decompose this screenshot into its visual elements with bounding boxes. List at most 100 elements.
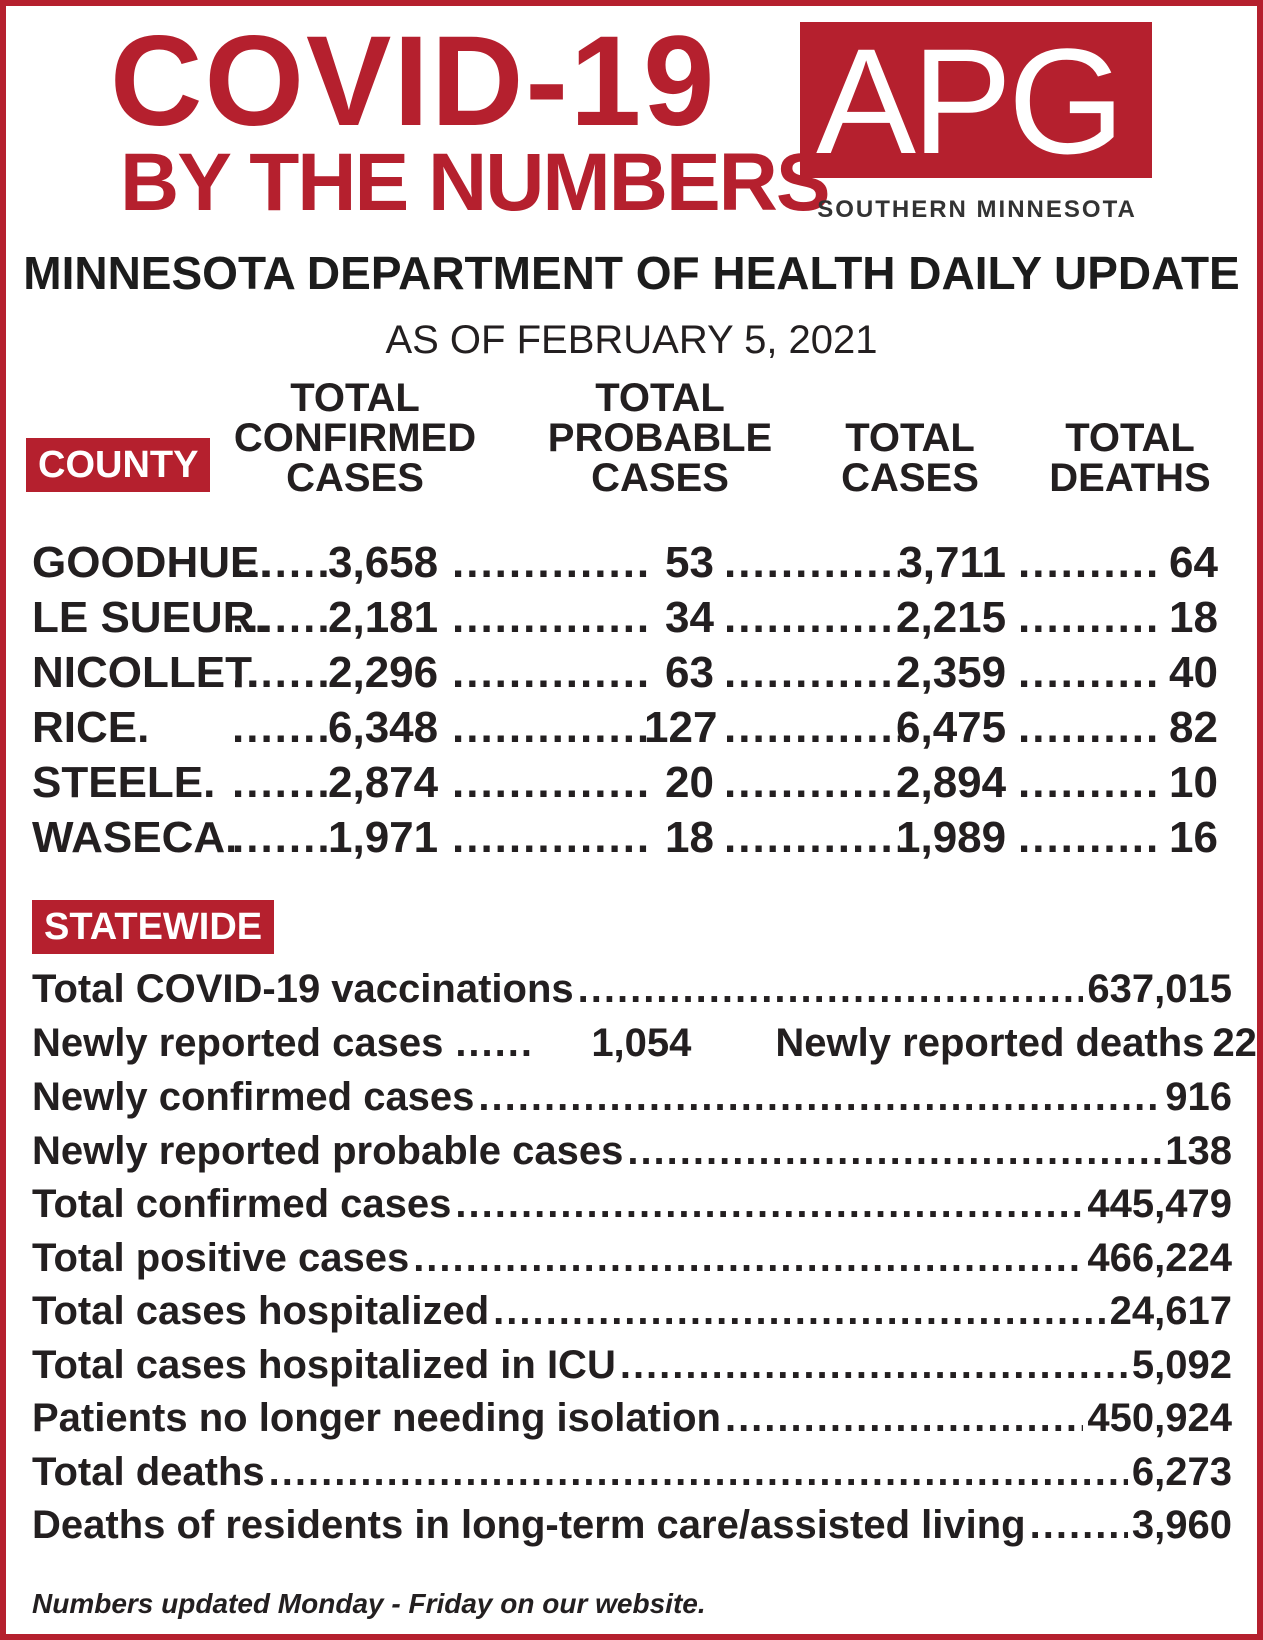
title-line-2: BY THE NUMBERS [120,137,831,228]
confirmed-cases: 2,181 [328,593,439,642]
probable-cases: 53 [665,538,714,587]
total-deaths: 64 [1169,538,1218,587]
header-line: CONFIRMED [233,416,477,460]
header-line: TOTAL [595,376,725,420]
leader-dots: .................... [452,758,648,807]
row-value: 6,273 [1131,1450,1232,1494]
row-value: 1,054 [591,1021,692,1065]
leader-dots: .................. [724,813,900,862]
row-label: Newly confirmed cases [32,1075,475,1119]
row-value: 138 [1165,1129,1232,1173]
header-line: CASES [286,456,424,500]
probable-cases: 127 [644,703,718,752]
leader-dots: ............... [1018,703,1162,752]
row-label: Newly reported probable cases [32,1129,624,1173]
leader-dots: .......... [232,648,332,697]
statewide-row: Total cases hospitalized................… [32,1284,1232,1339]
total-cases: 2,215 [896,593,1007,642]
leader-dots: ........................................… [619,1343,1128,1387]
header-total-confirmed-cases: TOTAL CONFIRMED CASES [230,378,480,498]
header-total-deaths: TOTAL DEATHS [1040,418,1220,498]
confirmed-cases: 3,658 [328,538,439,587]
row-label: Total cases hospitalized in ICU [32,1343,616,1387]
leader-dots: .......... [232,758,332,807]
probable-cases: 34 [665,593,714,642]
statewide-row: Total deaths............................… [32,1445,1232,1500]
leader-dots: .......... [232,538,332,587]
county-name: RICE. [32,703,150,752]
row-value: 3,960 [1131,1503,1232,1547]
row-label: Deaths of residents in long-term care/as… [32,1503,1026,1547]
leader-dots: ........................................… [478,1075,1161,1119]
total-deaths: 18 [1169,593,1218,642]
leader-dots: ........................................… [455,1182,1084,1226]
row-label: Total cases hospitalized [32,1289,490,1333]
row-label: Total confirmed cases [32,1182,452,1226]
total-cases: 1,989 [896,813,1007,862]
row-value: 24,617 [1109,1289,1232,1333]
row-value: 450,924 [1087,1396,1232,1440]
county-row: NICOLLET...........2,296................… [32,645,1218,701]
county-name: WASECA. [32,813,238,862]
county-badge: COUNTY [26,438,211,492]
statewide-row: Total positive cases....................… [32,1231,1232,1286]
statewide-row-vaccinations: Total COVID-19 vaccinations ............… [32,962,1232,1017]
header-total-cases: TOTAL CASES [820,418,1000,498]
leader-dots: ...... [455,1021,534,1065]
county-row: WASECA...........1,971..................… [32,810,1218,866]
leader-dots: ............... [1018,593,1162,642]
title-line-1: COVID-19 [110,10,717,153]
confirmed-cases: 2,874 [328,758,439,807]
total-cases: 2,894 [896,758,1007,807]
leader-dots: .......... [232,703,332,752]
county-row: STEELE...........2,874..................… [32,755,1218,811]
row-label: Patients no longer needing isolation [32,1396,721,1440]
row-label: Total COVID-19 vaccinations [32,967,574,1011]
probable-cases: 18 [665,813,714,862]
row-value: 466,224 [1087,1236,1232,1280]
statewide-row: Patients no longer needing isolation....… [32,1391,1232,1446]
confirmed-cases: 6,348 [328,703,439,752]
apg-logo-text: APG [816,17,1125,185]
leader-dots: .................. [724,758,900,807]
leader-dots: .................. [724,703,900,752]
leader-dots: ............... [1018,813,1162,862]
probable-cases: 20 [665,758,714,807]
header-line: PROBABLE [547,416,773,460]
row-value: 637,015 [1087,967,1232,1011]
row-value: 22 [1212,1021,1257,1065]
as-of-date: AS OF FEBRUARY 5, 2021 [385,318,878,362]
leader-dots: ........................................… [577,967,1084,1011]
statewide-row-newly-reported: Newly reported cases ...... 1,054 Newly … [32,1016,1257,1071]
total-cases: 2,359 [896,648,1007,697]
total-deaths: 10 [1169,758,1218,807]
leader-dots: .......... [232,593,332,642]
statewide-row: Deaths of residents in long-term care/as… [32,1498,1232,1553]
leader-dots: ........................................… [268,1450,1128,1494]
leader-dots: ............... [1018,648,1162,697]
statewide-badge: STATEWIDE [32,900,275,954]
county-row: RICE...........6,348....................… [32,700,1218,756]
leader-dots: .................... [452,593,648,642]
confirmed-cases: 2,296 [328,648,439,697]
leader-dots: ............... [1018,538,1162,587]
leader-dots: .................... [452,813,648,862]
county-row: LE SUEUR...........2,181................… [32,590,1218,646]
county-name: NICOLLET. [32,648,260,697]
leader-dots: ........................................… [724,1396,1084,1440]
row-value: 5,092 [1131,1343,1232,1387]
leader-dots: .................... [452,648,648,697]
total-deaths: 82 [1169,703,1218,752]
footer-note: Numbers updated Monday - Friday on our w… [32,1588,706,1619]
county-row: GOODHUE...........3,658.................… [32,535,1218,591]
county-name: LE SUEUR. [32,593,267,642]
row-value: 445,479 [1087,1182,1232,1226]
leader-dots: ............... [1018,758,1162,807]
leader-dots: ........................................… [493,1289,1105,1333]
leader-dots: .................. [724,538,900,587]
confirmed-cases: 1,971 [328,813,439,862]
row-label: Total positive cases [32,1236,410,1280]
row-label: Newly reported deaths [775,1021,1205,1065]
header-line: TOTAL [1065,416,1195,460]
